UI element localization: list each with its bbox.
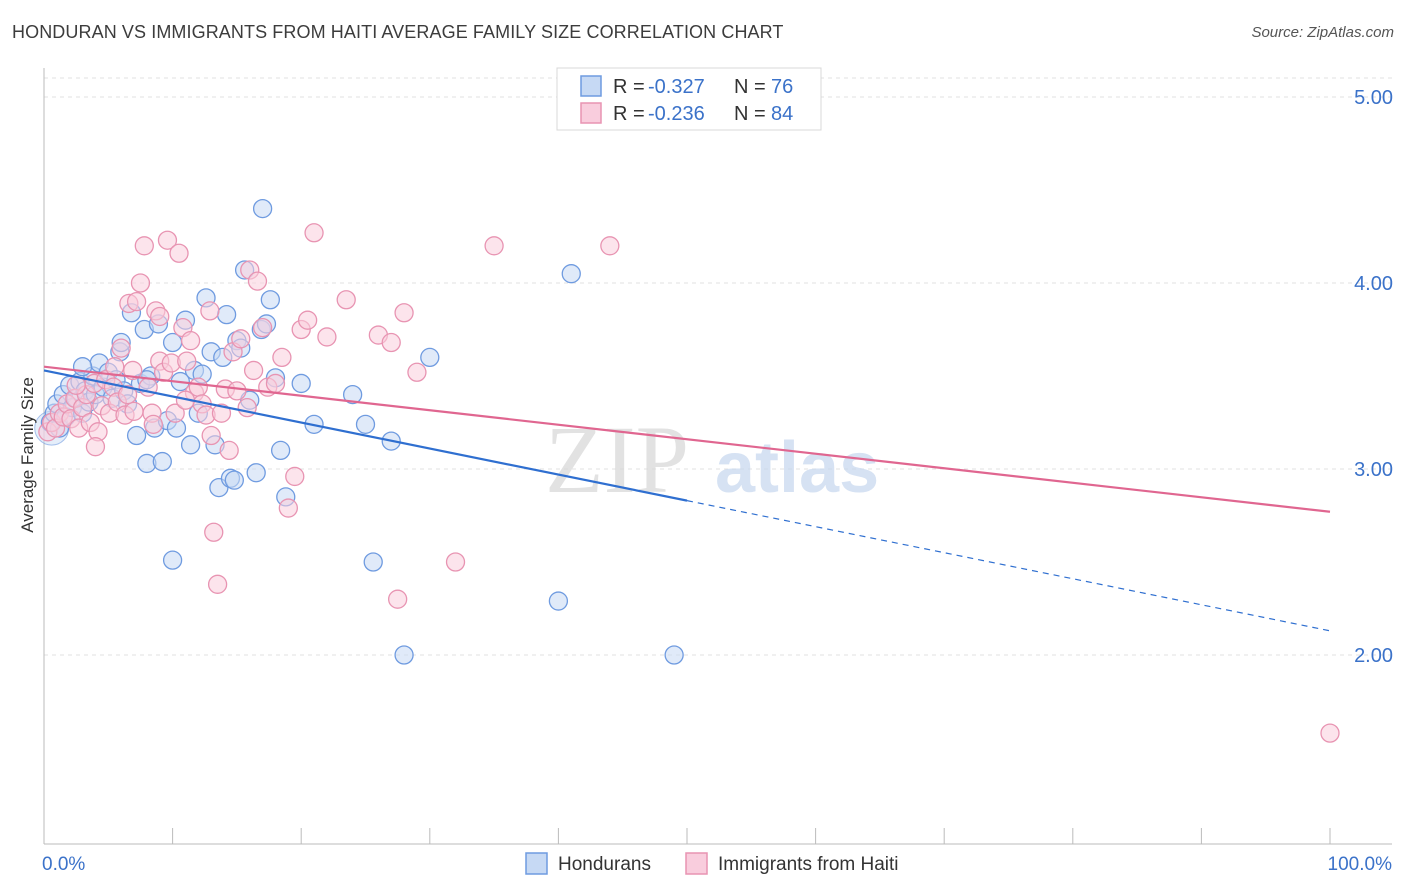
legend-r-value-1: -0.327 [648, 76, 705, 98]
haiti-point [165, 403, 185, 423]
haiti-point [484, 236, 504, 256]
haiti-point [180, 331, 201, 351]
haiti-point [304, 223, 324, 243]
axis-layer: 5.00 4.00 3.00 2.00 0.0% 100.0% [42, 68, 1393, 875]
honduran-regression-extension [686, 500, 1331, 632]
legend-r-label-2: R = [613, 103, 645, 125]
legend-n-value-1: 76 [771, 76, 793, 98]
haiti-point [201, 425, 221, 446]
chart-source: Source: ZipAtlas.com [1251, 24, 1394, 41]
honduran-point [162, 550, 183, 570]
series-legend-label-haiti: Immigrants from Haiti [718, 854, 899, 875]
legend-swatch-haiti [580, 102, 602, 124]
honduran-point [342, 384, 363, 405]
haiti-point [407, 362, 427, 382]
honduran-point [355, 414, 376, 435]
haiti-point [247, 271, 268, 291]
haiti-point [207, 574, 228, 594]
legend-n-label-2: N = [734, 103, 766, 125]
haiti-point [272, 347, 292, 368]
honduran-point [224, 470, 244, 490]
honduran-point [291, 373, 311, 394]
legend-swatch-hondurans [580, 75, 602, 97]
haiti-point [111, 338, 131, 358]
legend-n-value-2: 84 [771, 103, 793, 125]
legend-n-label-1: N = [734, 76, 766, 98]
haiti-point [317, 327, 337, 347]
haiti-point [143, 414, 163, 435]
y-tick-label: 2.00 [1354, 645, 1393, 667]
haiti-point [381, 332, 401, 353]
haiti-point [600, 236, 620, 256]
haiti-point [297, 310, 318, 330]
points-layer [34, 198, 1340, 743]
y-tick-label: 3.00 [1354, 459, 1393, 481]
legend-r-label-1: R = [613, 76, 645, 98]
haiti-point [157, 230, 178, 250]
series-legend-swatch-haiti [685, 852, 708, 875]
honduran-point [270, 440, 291, 461]
haiti-point [231, 329, 251, 349]
haiti-point [336, 290, 356, 310]
series-legend: Hondurans Immigrants from Haiti [525, 852, 899, 875]
haiti-point [150, 306, 170, 327]
stats-legend: R = -0.327 N = 76 R = -0.236 N = 84 [556, 67, 822, 131]
haiti-point [252, 317, 273, 338]
haiti-point [211, 403, 232, 423]
haiti-point [1320, 723, 1340, 743]
watermark-layer: ZIP atlas [545, 406, 879, 513]
honduran-point [664, 645, 684, 665]
haiti-point [123, 360, 143, 381]
haiti-point [124, 401, 144, 421]
haiti-point [134, 236, 154, 256]
honduran-point [363, 552, 383, 572]
haiti-point [200, 301, 220, 321]
haiti-point [227, 381, 247, 401]
honduran-point [216, 304, 237, 325]
y-tick-label: 4.00 [1354, 273, 1393, 295]
haiti-point [85, 437, 106, 457]
honduran-point [180, 435, 201, 455]
y-tick-label: 5.00 [1354, 87, 1393, 109]
honduran-point [394, 645, 414, 665]
chart-title: HONDURAN VS IMMIGRANTS FROM HAITI AVERAG… [12, 22, 784, 42]
honduran-regression-line [43, 369, 688, 502]
x-tick-label: 0.0% [42, 854, 85, 875]
haiti-point [169, 243, 189, 263]
honduran-point [260, 290, 280, 310]
honduran-point [252, 198, 273, 219]
haiti-point [285, 466, 305, 487]
honduran-point [126, 425, 147, 446]
haiti-point [126, 291, 147, 312]
haiti-point [387, 589, 408, 609]
haiti-point [243, 360, 264, 381]
haiti-point [219, 440, 239, 461]
haiti-point [117, 384, 138, 405]
honduran-point [548, 591, 569, 611]
x-tick-label: 100.0% [1328, 854, 1393, 875]
watermark-atlas: atlas [715, 428, 879, 508]
honduran-point [420, 347, 440, 368]
legend-r-value-2: -0.236 [648, 103, 705, 125]
haiti-point [204, 522, 224, 542]
y-axis-label: Average Family Size [18, 377, 37, 533]
regression-layer [43, 365, 1331, 632]
haiti-point [394, 303, 414, 323]
honduran-point [246, 463, 266, 483]
honduran-point [72, 357, 93, 377]
honduran-point [561, 264, 581, 284]
haiti-regression-line [43, 365, 1331, 513]
honduran-point [152, 451, 172, 472]
series-legend-swatch-hondurans [525, 852, 548, 875]
haiti-point [278, 498, 298, 518]
haiti-point [130, 273, 151, 293]
haiti-point [445, 552, 466, 572]
haiti-point [265, 373, 286, 394]
haiti-point [177, 351, 197, 371]
series-legend-label-hondurans: Hondurans [558, 854, 651, 875]
